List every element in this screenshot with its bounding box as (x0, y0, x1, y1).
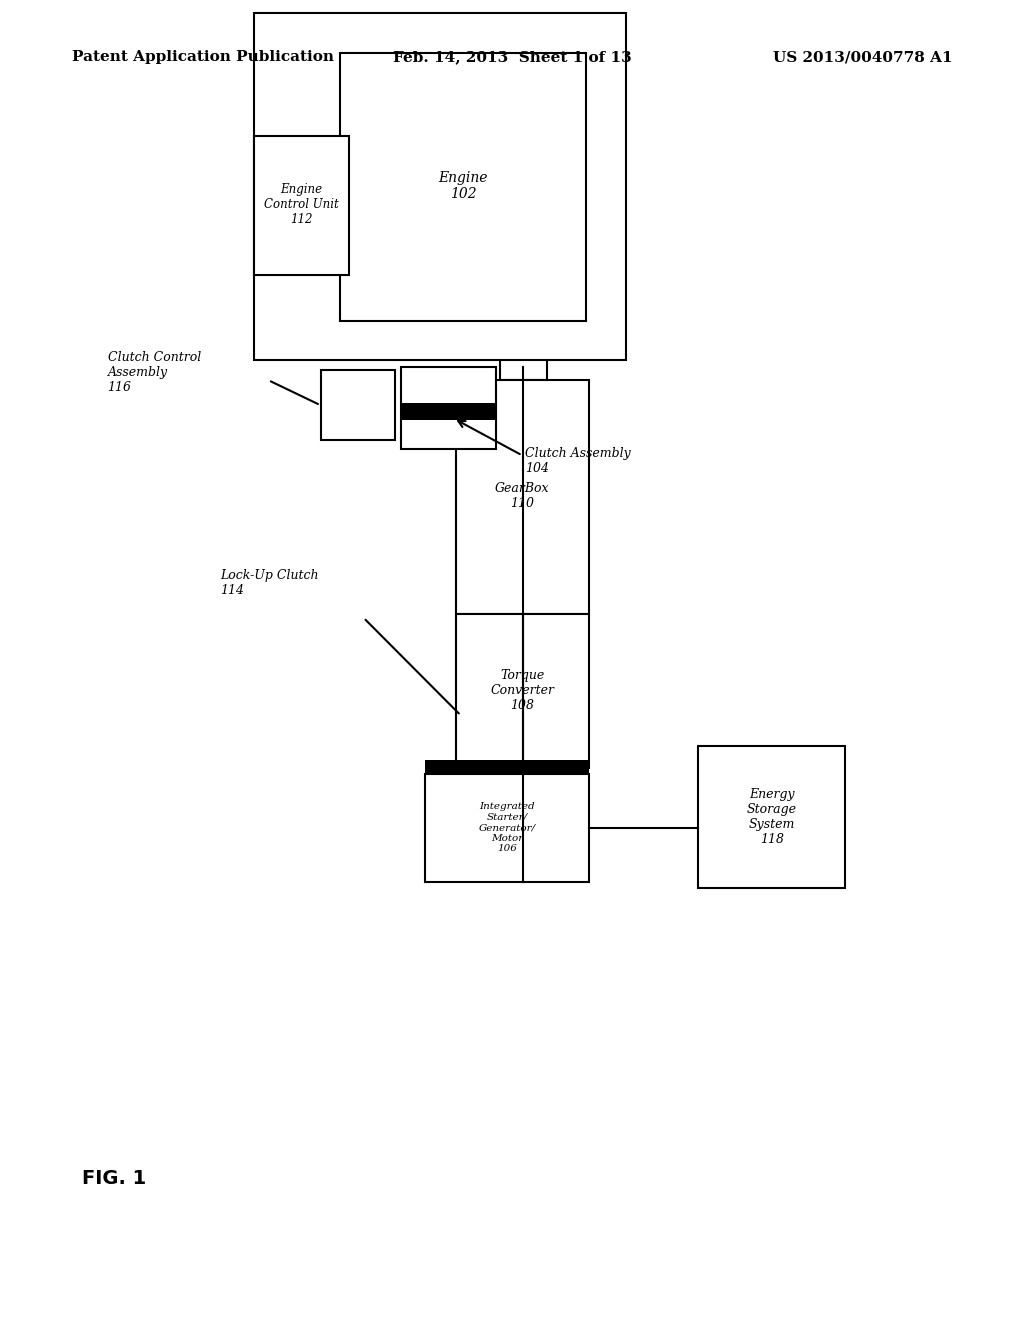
Bar (254, 136, 349, 275)
Text: Engine
102: Engine 102 (438, 172, 487, 201)
Bar (509, 92, 538, 211)
Text: GearBox
110: GearBox 110 (495, 482, 550, 511)
Text: FIG. 1: FIG. 1 (82, 1170, 146, 1188)
Text: Patent Application Publication: Patent Application Publication (72, 50, 334, 65)
Bar (425, 760, 589, 774)
Text: US 2013/0040778 A1: US 2013/0040778 A1 (773, 50, 952, 65)
Bar (401, 367, 496, 449)
Bar (456, 380, 589, 614)
Text: Clutch Control
Assembly
116: Clutch Control Assembly 116 (108, 351, 201, 393)
Bar (321, 370, 395, 440)
Bar (500, 211, 547, 380)
Text: Feb. 14, 2013  Sheet 1 of 13: Feb. 14, 2013 Sheet 1 of 13 (392, 50, 632, 65)
Text: Integrated
Starter/
Generator/
Motor
106: Integrated Starter/ Generator/ Motor 106 (478, 803, 536, 853)
Bar (456, 614, 589, 768)
Text: Lock-Up Clutch
114: Lock-Up Clutch 114 (220, 569, 318, 598)
Bar (254, 13, 626, 360)
Bar (401, 403, 496, 420)
Bar (340, 53, 586, 321)
Bar (425, 774, 589, 882)
Bar (698, 746, 845, 888)
Text: Clutch Assembly
104: Clutch Assembly 104 (525, 446, 631, 475)
Text: Energy
Storage
System
118: Energy Storage System 118 (748, 788, 797, 846)
Text: Torque
Converter
108: Torque Converter 108 (490, 669, 554, 711)
Text: Engine
Control Unit
112: Engine Control Unit 112 (264, 183, 338, 226)
